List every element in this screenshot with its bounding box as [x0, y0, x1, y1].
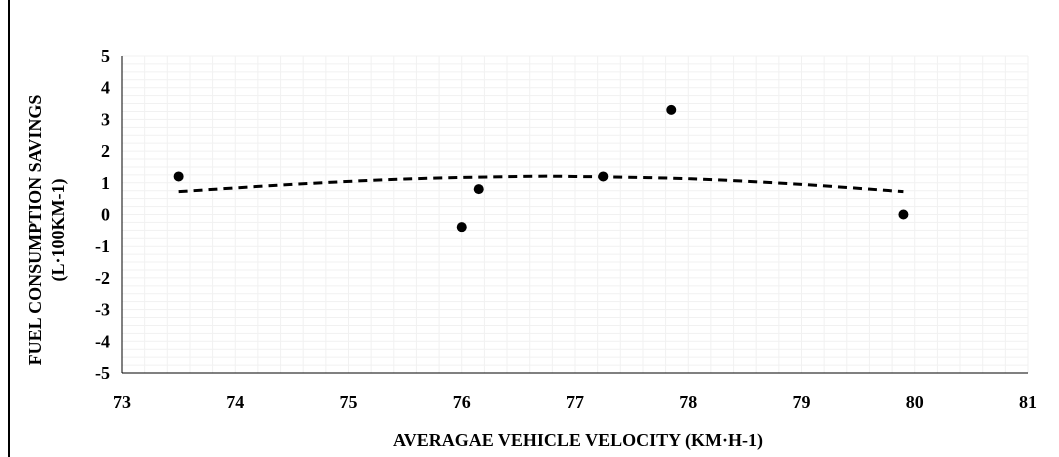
x-tick-label: 80 [906, 392, 924, 412]
trendline [178, 174, 904, 194]
grid [121, 55, 1029, 374]
y-tick-label: 3 [101, 109, 110, 129]
y-tick-label: -4 [95, 331, 110, 351]
y-tick-label: -5 [95, 363, 110, 383]
x-tick-label: 78 [679, 392, 697, 412]
data-points [173, 104, 909, 233]
y-tick-label: 1 [101, 173, 110, 193]
data-point [598, 171, 609, 182]
data-point [473, 184, 484, 195]
x-tick-labels: 73 74 75 76 77 78 79 80 81 [113, 392, 1037, 412]
y-tick-labels: 5 4 3 2 1 0 -1 -2 -3 -4 -5 [95, 46, 110, 383]
data-point [456, 222, 467, 233]
x-tick-label: 79 [793, 392, 811, 412]
x-tick-label: 73 [113, 392, 131, 412]
x-tick-label: 74 [226, 392, 244, 412]
x-axis-title: AVERAGAE VEHICLE VELOCITY (KM·H-1) [393, 430, 763, 451]
data-point [666, 104, 677, 115]
y-tick-label: 0 [101, 205, 110, 225]
y-tick-label: 2 [101, 141, 110, 161]
x-tick-label: 81 [1019, 392, 1037, 412]
trendline-path [178, 174, 904, 194]
y-axis-title-line-2: (L·100KM-1) [48, 179, 69, 282]
x-tick-label: 77 [566, 392, 584, 412]
y-tick-label: -3 [95, 300, 110, 320]
data-point [173, 171, 184, 182]
axes [121, 56, 1028, 374]
x-tick-label: 76 [453, 392, 471, 412]
y-axis-title-line-1: FUEL CONSUMPTION SAVINGS [25, 95, 45, 366]
left-border-line [8, 0, 10, 457]
x-tick-label: 75 [340, 392, 358, 412]
y-tick-label: 5 [101, 46, 110, 66]
y-tick-label: -1 [95, 236, 110, 256]
data-point [898, 209, 909, 220]
y-tick-label: 4 [101, 78, 110, 98]
y-tick-label: -2 [95, 268, 110, 288]
